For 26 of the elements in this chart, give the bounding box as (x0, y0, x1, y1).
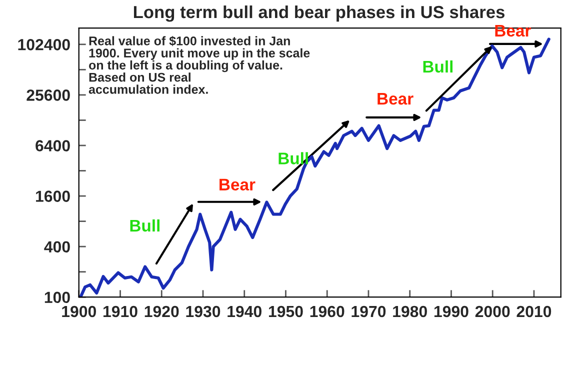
x-tick-label: 1980 (393, 306, 427, 318)
y-tick-label: 102400 (18, 39, 70, 50)
x-tick-label: 1920 (144, 306, 179, 318)
annotation: Bull (278, 152, 308, 164)
x-tick-label: 1930 (186, 306, 220, 318)
x-tick-label: 2000 (475, 306, 510, 318)
y-tick-label: 100 (44, 292, 70, 304)
y-tick-label: 400 (44, 241, 70, 253)
chart-title: Long term bull and bear phases in US shares (134, 5, 504, 22)
line-series (79, 38, 550, 298)
x-tick-label: 1960 (310, 306, 344, 318)
annotation: Bull (130, 219, 160, 232)
x-tick-label: 1950 (268, 306, 303, 318)
x-tick-label: 1900 (62, 306, 96, 318)
y-tick-label: 25600 (26, 90, 70, 101)
x-tick-label: 1940 (228, 306, 262, 318)
x-tick-label: 1970 (352, 306, 386, 318)
annotation: Bear (220, 178, 256, 190)
annotation: Bear (378, 93, 414, 105)
annotation: Real value of $100 invested in Jan 1900. Every unit move up in the scale on the left is a doubling of value. Based on US real accumulation index. (88, 36, 310, 94)
annotation: Bull (423, 60, 453, 73)
x-tick-label: 2010 (516, 306, 552, 318)
x-tick-label: 1990 (434, 306, 468, 318)
y-tick-label: 6400 (36, 140, 70, 152)
x-tick-label: 1910 (103, 306, 138, 318)
y-tick-label: 1600 (36, 190, 70, 202)
